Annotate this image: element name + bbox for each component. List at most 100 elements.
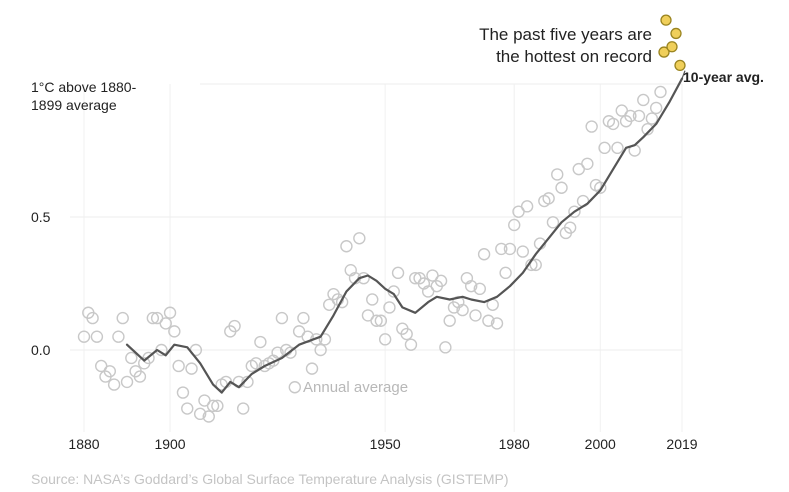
annual-point: [464, 279, 478, 293]
annual-point: [146, 311, 160, 325]
annual-point: [318, 333, 332, 346]
annual-point: [193, 407, 207, 421]
ten-year-avg-label: 10-year avg.: [683, 69, 764, 85]
annual-point: [185, 362, 198, 375]
annual-point: [443, 314, 456, 327]
annual-point: [520, 200, 534, 213]
annual-point: [585, 120, 598, 133]
annual-point: [181, 402, 194, 415]
annual-point: [120, 375, 134, 389]
annual-point: [374, 314, 388, 327]
annual-point: [340, 240, 353, 253]
annual-point: [288, 381, 302, 394]
highlight-note-line1: The past five years are: [479, 25, 652, 44]
annual-point: [103, 365, 117, 378]
annual-point: [86, 311, 99, 325]
annual-point: [383, 301, 396, 314]
source-note: Source: NASA’s Goddard’s Global Surface …: [31, 471, 509, 487]
annual-point: [297, 311, 310, 325]
annual-point: [439, 341, 452, 354]
annual-point: [228, 319, 241, 333]
annual-point: [516, 245, 530, 258]
y-axis-label-line2: 1899 average: [31, 97, 117, 113]
annual-average-label: Annual average: [303, 379, 408, 396]
annual-point: [366, 293, 379, 306]
annual-point: [503, 242, 517, 256]
annual-point: [495, 242, 508, 256]
annual-point: [172, 359, 185, 373]
annual-point: [546, 216, 560, 229]
annual-point: [77, 330, 91, 343]
x-tick-label: 2000: [585, 436, 616, 452]
annual-point: [568, 205, 581, 218]
hot-year-point: [670, 27, 682, 40]
annual-point: [499, 266, 512, 280]
annual-point: [641, 123, 654, 136]
annual-point: [206, 399, 220, 413]
annual-point: [477, 248, 491, 261]
hot-year-point: [658, 46, 670, 58]
annual-point: [637, 93, 650, 107]
annual-point: [606, 117, 620, 131]
annual-point: [529, 258, 542, 272]
annual-point: [598, 141, 611, 155]
gridlines: [70, 83, 683, 432]
annual-point: [202, 410, 215, 423]
annual-point: [551, 168, 564, 181]
ten-year-label-leader: [681, 70, 686, 79]
x-tick-label: 1980: [499, 436, 530, 452]
recent-hot-years-points: [658, 14, 686, 72]
hot-year-point: [660, 14, 672, 26]
annual-point: [654, 85, 667, 99]
annual-point: [434, 274, 448, 288]
annual-point: [632, 109, 646, 123]
annual-point: [404, 338, 418, 351]
annual-point: [335, 295, 349, 309]
annual-point: [473, 282, 486, 296]
y-tick-label: 0.0: [31, 342, 51, 358]
annual-point: [275, 311, 289, 325]
annual-point: [133, 370, 147, 383]
annual-point: [508, 218, 521, 232]
annual-point: [107, 378, 121, 391]
annual-point: [649, 101, 663, 115]
annual-point: [254, 335, 267, 349]
y-axis-ticks: 0.0 0.5: [31, 209, 51, 358]
annual-point: [176, 386, 190, 399]
annual-point: [563, 221, 577, 234]
annual-point: [490, 317, 504, 330]
x-tick-label: 1880: [68, 436, 99, 452]
annual-point: [159, 317, 172, 330]
annual-point: [314, 343, 327, 357]
annual-point: [163, 306, 177, 319]
annual-point: [645, 112, 659, 125]
ten-year-average-line: [125, 77, 684, 394]
annual-point: [142, 351, 155, 365]
annual-point: [542, 192, 555, 205]
annual-point: [241, 375, 254, 389]
annual-point: [90, 330, 104, 343]
annual-point: [400, 327, 413, 341]
annual-point: [611, 141, 624, 155]
annual-point: [456, 303, 469, 317]
annual-point: [378, 333, 392, 346]
annual-point: [469, 309, 482, 322]
x-tick-label: 1900: [154, 436, 185, 452]
annual-point: [211, 399, 224, 413]
hot-year-point: [666, 41, 678, 53]
annual-point: [370, 314, 383, 327]
highlight-note-line2: the hottest on record: [496, 47, 652, 66]
annual-point: [236, 402, 250, 415]
annual-point: [624, 109, 637, 123]
annual-point: [305, 362, 319, 375]
annual-point: [125, 351, 138, 365]
annual-point: [168, 325, 181, 338]
y-axis-label-line1: 1°C above 1880-: [31, 79, 137, 95]
annual-point: [594, 181, 607, 194]
y-tick-label: 0.5: [31, 209, 51, 225]
annual-point: [555, 181, 568, 194]
annual-point: [482, 314, 495, 327]
x-tick-label: 2019: [666, 436, 697, 452]
annual-point: [116, 311, 129, 325]
